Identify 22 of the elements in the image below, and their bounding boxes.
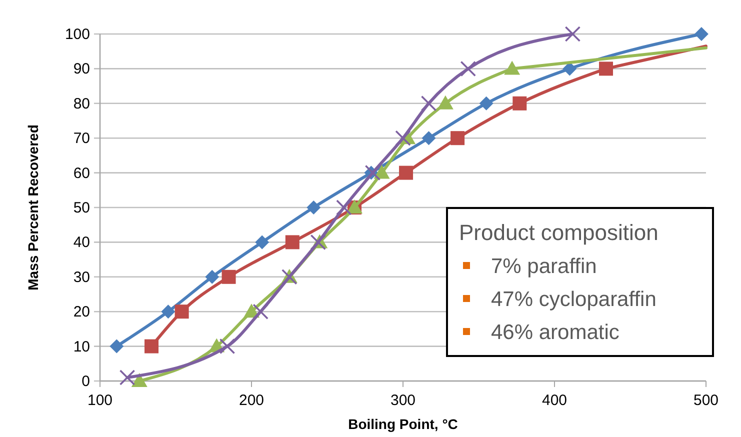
annotation: Product composition bbox=[459, 220, 658, 245]
x-tick-label: 500 bbox=[693, 392, 719, 409]
annotation: 47% cycloparaffin bbox=[491, 288, 656, 311]
y-tick-label: 40 bbox=[73, 234, 90, 252]
y-tick-label: 20 bbox=[73, 304, 90, 321]
y-tick-label: 90 bbox=[73, 60, 90, 78]
y-tick-label: 50 bbox=[73, 200, 90, 216]
y-axis-title: Mass Percent Recovered bbox=[25, 124, 41, 290]
y-tick-label: 0 bbox=[82, 373, 90, 390]
y-tick-label: 80 bbox=[73, 95, 90, 112]
x-tick-label: 300 bbox=[390, 392, 416, 409]
y-tick-label: 70 bbox=[73, 130, 90, 148]
y-tick-label: 100 bbox=[64, 26, 90, 43]
y-tick-label: 10 bbox=[73, 338, 90, 356]
x-axis-title: Boiling Point, °C bbox=[348, 416, 458, 432]
y-tick-label: 60 bbox=[73, 164, 90, 182]
y-tick-label: 30 bbox=[73, 268, 90, 286]
annotation: 7% paraffin bbox=[491, 255, 597, 278]
x-tick-label: 200 bbox=[238, 392, 264, 409]
annotation: 46% aromatic bbox=[491, 321, 620, 344]
x-tick-label: 400 bbox=[542, 392, 568, 409]
x-tick-label: 100 bbox=[87, 392, 113, 409]
